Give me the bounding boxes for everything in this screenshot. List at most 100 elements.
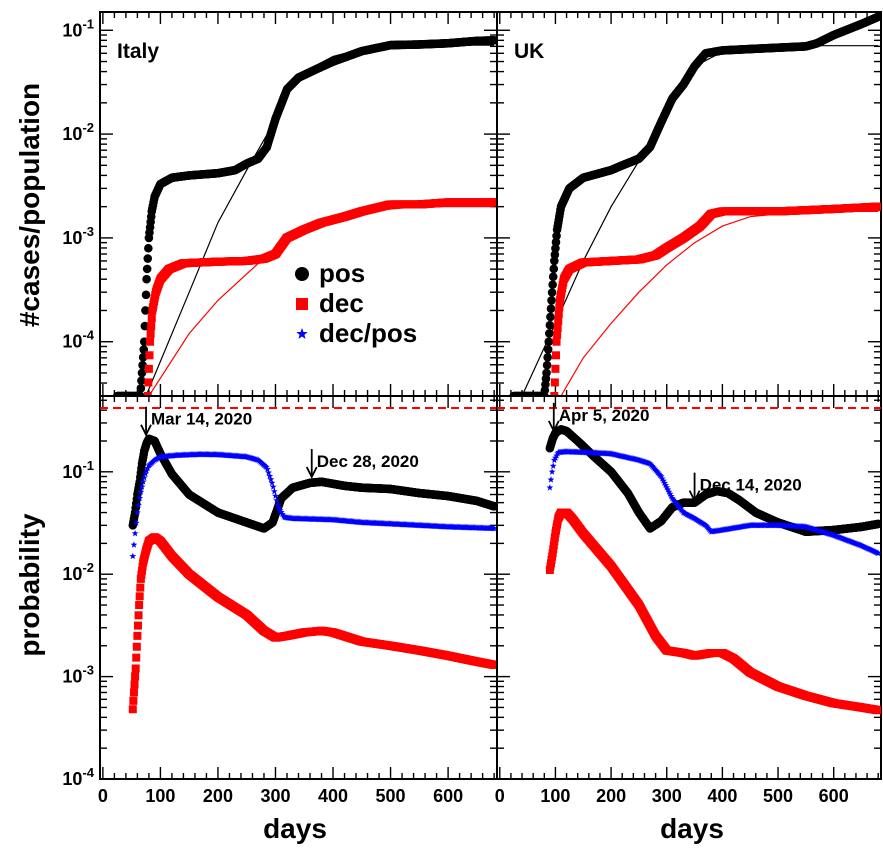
marker-ratio: [261, 462, 269, 469]
panel-label: Italy: [117, 40, 159, 63]
marker-pos: [136, 384, 146, 393]
plot-area: [112, 36, 497, 396]
x-tick-label: 400: [318, 786, 348, 806]
marker-ratio: [136, 494, 144, 502]
marker-dec: [135, 601, 144, 610]
marker-dec: [129, 696, 138, 705]
series-dec: [143, 198, 497, 396]
marker-pos: [551, 244, 560, 253]
y-tick-label: 10-3: [62, 663, 94, 687]
marker-pos: [138, 360, 147, 370]
marker-pos: [542, 360, 552, 370]
panel-bottom-left: 10-4 10-3 10-2 10-1 0 100 200 300 400 500 600 Mar 1…: [62, 395, 498, 806]
marker-pos: [548, 280, 557, 289]
x-tick-label: 300: [652, 786, 682, 806]
marker-dec: [132, 642, 141, 651]
annotation: Mar 14, 2020: [140, 406, 252, 437]
marker-ratio: [270, 487, 278, 495]
marker-ratio: [129, 552, 137, 560]
marker-dec: [490, 660, 497, 669]
marker-dec: [874, 202, 881, 211]
x-tick-label: 300: [260, 786, 290, 806]
marker-dec: [553, 323, 562, 332]
y-tick-label: 10-2: [62, 560, 94, 584]
marker-ratio: [139, 478, 147, 485]
annotation: Dec 28, 2020: [305, 449, 419, 480]
marker-ratio: [131, 529, 139, 537]
marker-pos: [142, 274, 151, 284]
legend-label-pos: pos: [319, 258, 365, 288]
marker-dec: [131, 672, 140, 681]
marker-pos: [545, 320, 555, 330]
panel-frame: [496, 395, 882, 780]
marker-dec: [555, 303, 564, 312]
marker-pos: [542, 368, 551, 378]
marker-pos: [547, 296, 556, 305]
marker-dec: [146, 337, 155, 346]
marker-pos: [545, 329, 554, 338]
marker-pos: [544, 337, 554, 347]
marker-dec: [550, 378, 559, 387]
plot-area: [497, 406, 881, 715]
marker-pos: [141, 290, 151, 300]
marker-ratio: [272, 492, 279, 499]
marker-dec: [554, 317, 563, 326]
series-dec: [128, 533, 497, 714]
series-pos: [509, 12, 881, 396]
marker-dec: [552, 337, 561, 346]
plot-area: [509, 12, 881, 396]
marker-ratio: [268, 479, 276, 486]
marker-pos: [546, 312, 555, 322]
marker-dec: [131, 664, 140, 673]
marker-ratio: [490, 524, 497, 532]
plot-area: [100, 406, 497, 714]
marker-ratio: [258, 459, 266, 467]
marker-ratio: [254, 456, 262, 464]
marker-dec: [133, 631, 142, 640]
marker-pos: [552, 231, 561, 241]
x-tick-label: 500: [763, 786, 793, 806]
marker-ratio: [276, 506, 284, 514]
series-ratio: [129, 450, 497, 560]
marker-pos: [550, 256, 559, 266]
marker-ratio: [275, 504, 283, 512]
marker-ratio: [265, 469, 272, 476]
y-tick-label: 10-3: [62, 224, 94, 248]
annotation-label: Mar 14, 2020: [151, 410, 252, 429]
marker-dec: [129, 688, 138, 697]
marker-ratio: [262, 463, 270, 470]
marker-ratio: [260, 461, 268, 469]
marker-pos: [489, 36, 497, 45]
x-tick-label: 0: [495, 786, 505, 806]
series-dec: [550, 202, 881, 396]
marker-pos: [548, 272, 558, 282]
series-pos: [128, 434, 497, 533]
marker-dec: [143, 392, 152, 396]
marker-dec: [128, 705, 137, 714]
marker-pos: [547, 288, 557, 297]
marker-dec: [551, 351, 560, 360]
marker-dec: [135, 592, 144, 601]
marker-dec: [147, 322, 156, 331]
marker-dec: [144, 378, 153, 387]
marker-pos: [543, 345, 553, 354]
fit-line-dec: [560, 210, 879, 396]
marker-pos: [551, 237, 561, 247]
marker-dec: [132, 653, 141, 662]
marker-ratio: [140, 474, 148, 481]
y-tick-label: 10-1: [62, 458, 94, 482]
marker-ratio: [264, 465, 271, 473]
marker-pos: [138, 353, 148, 362]
marker-ratio: [277, 508, 285, 516]
marker-dec: [553, 330, 562, 339]
annotation-arrowhead: [305, 466, 318, 480]
marker-pos: [140, 321, 150, 331]
annotation-arrowhead: [140, 424, 152, 437]
legend-label-ratio: dec/pos: [319, 318, 417, 348]
marker-dec: [136, 574, 145, 583]
x-tick-label: 400: [707, 786, 737, 806]
marker-ratio: [255, 457, 263, 465]
panel-label: UK: [514, 40, 544, 63]
